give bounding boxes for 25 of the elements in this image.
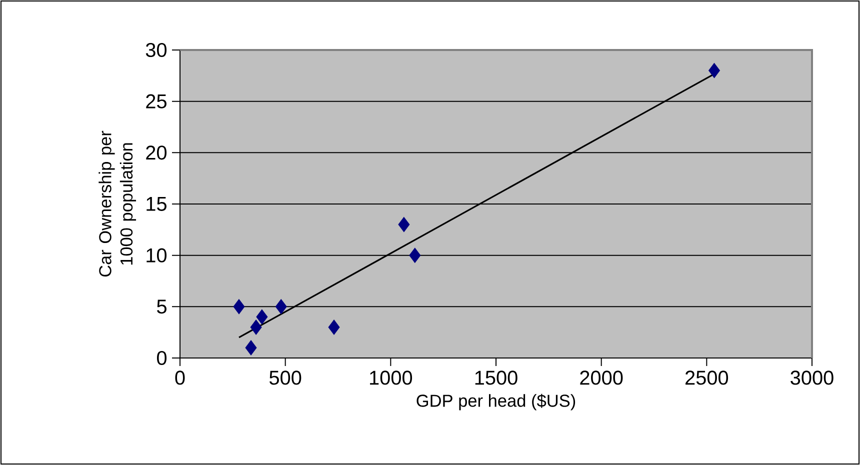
point [328, 320, 340, 335]
x-axis-title: GDP per head ($US) [416, 394, 576, 410]
x-tick-label: 0 [175, 370, 185, 385]
y-tick-label: 0 [156, 350, 167, 366]
x-tick-label: 3000 [790, 370, 834, 385]
x-tick-label: 2500 [686, 370, 728, 385]
y-tick-label: 5 [157, 300, 166, 314]
y-tick-label: 15 [146, 197, 166, 211]
x-tick-label: 1000 [370, 370, 412, 385]
x-tick-label: 2000 [580, 370, 623, 385]
y-tick-label: 20 [146, 146, 167, 160]
point [409, 248, 421, 263]
y-tick-label: 10 [146, 248, 167, 262]
point [256, 309, 268, 325]
point [708, 62, 720, 78]
point [245, 340, 257, 356]
y-tick-label: 25 [146, 94, 166, 108]
point [398, 216, 410, 232]
x-tick-label: 500 [270, 370, 302, 385]
point [233, 299, 245, 314]
y-tick-label: 30 [146, 42, 167, 58]
point [275, 299, 287, 314]
point [250, 320, 262, 335]
x-tick-label: 1500 [475, 370, 518, 385]
y-axis-title: Car Ownership per 1000 population [98, 130, 136, 277]
